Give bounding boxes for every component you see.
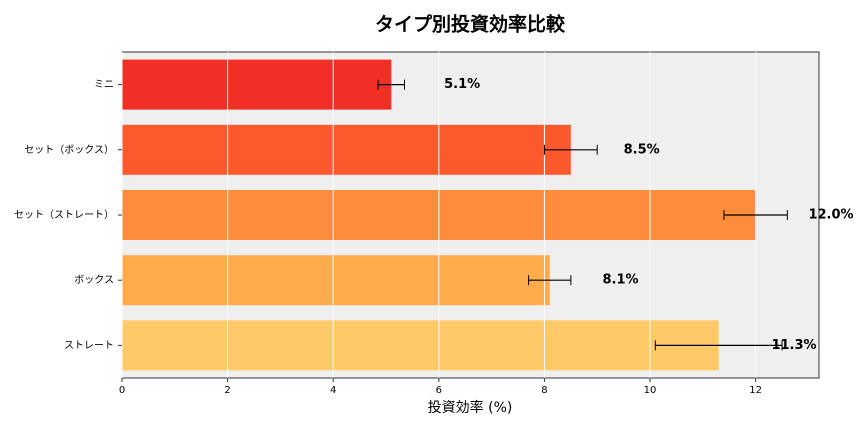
- y-tick-label: セット（ストレート）: [14, 209, 114, 221]
- bar: [122, 59, 392, 110]
- y-tick-label: ミニ: [94, 80, 114, 91]
- bar: [122, 255, 550, 306]
- x-tick-label: 0: [119, 385, 125, 396]
- x-tick-label: 2: [224, 385, 230, 396]
- x-tick-label: 8: [541, 385, 547, 396]
- x-tick-label: 6: [436, 385, 442, 396]
- x-tick-label: 10: [644, 385, 657, 396]
- value-label: 12.0%: [808, 208, 853, 223]
- bar: [122, 124, 571, 175]
- value-label: 8.5%: [624, 142, 660, 157]
- y-tick-label: セット（ボックス）: [24, 144, 114, 156]
- x-tick-label: 12: [749, 385, 762, 396]
- y-tick-label: ボックス: [74, 274, 114, 286]
- value-label: 8.1%: [603, 273, 639, 288]
- y-tick-label: ストレート: [64, 340, 114, 351]
- value-label: 5.1%: [444, 77, 480, 92]
- x-axis-label: 投資効率 (%): [428, 399, 513, 416]
- value-label: 11.3%: [771, 338, 816, 353]
- x-tick-label: 4: [330, 385, 336, 396]
- chart-title: タイプ別投資効率比較: [375, 13, 566, 36]
- bar: [122, 320, 719, 371]
